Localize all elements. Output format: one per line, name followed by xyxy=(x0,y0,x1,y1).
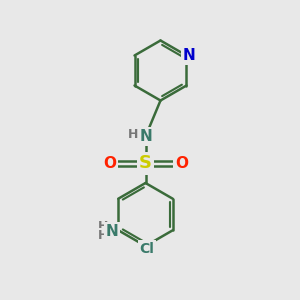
Text: H: H xyxy=(98,220,108,233)
Text: H: H xyxy=(128,128,138,142)
Text: N: N xyxy=(106,224,118,239)
Text: Cl: Cl xyxy=(140,242,154,256)
Text: N: N xyxy=(140,129,152,144)
Text: S: S xyxy=(139,154,152,172)
Text: N: N xyxy=(182,48,195,63)
Text: H: H xyxy=(98,229,108,242)
Text: O: O xyxy=(175,156,188,171)
Text: O: O xyxy=(103,156,116,171)
